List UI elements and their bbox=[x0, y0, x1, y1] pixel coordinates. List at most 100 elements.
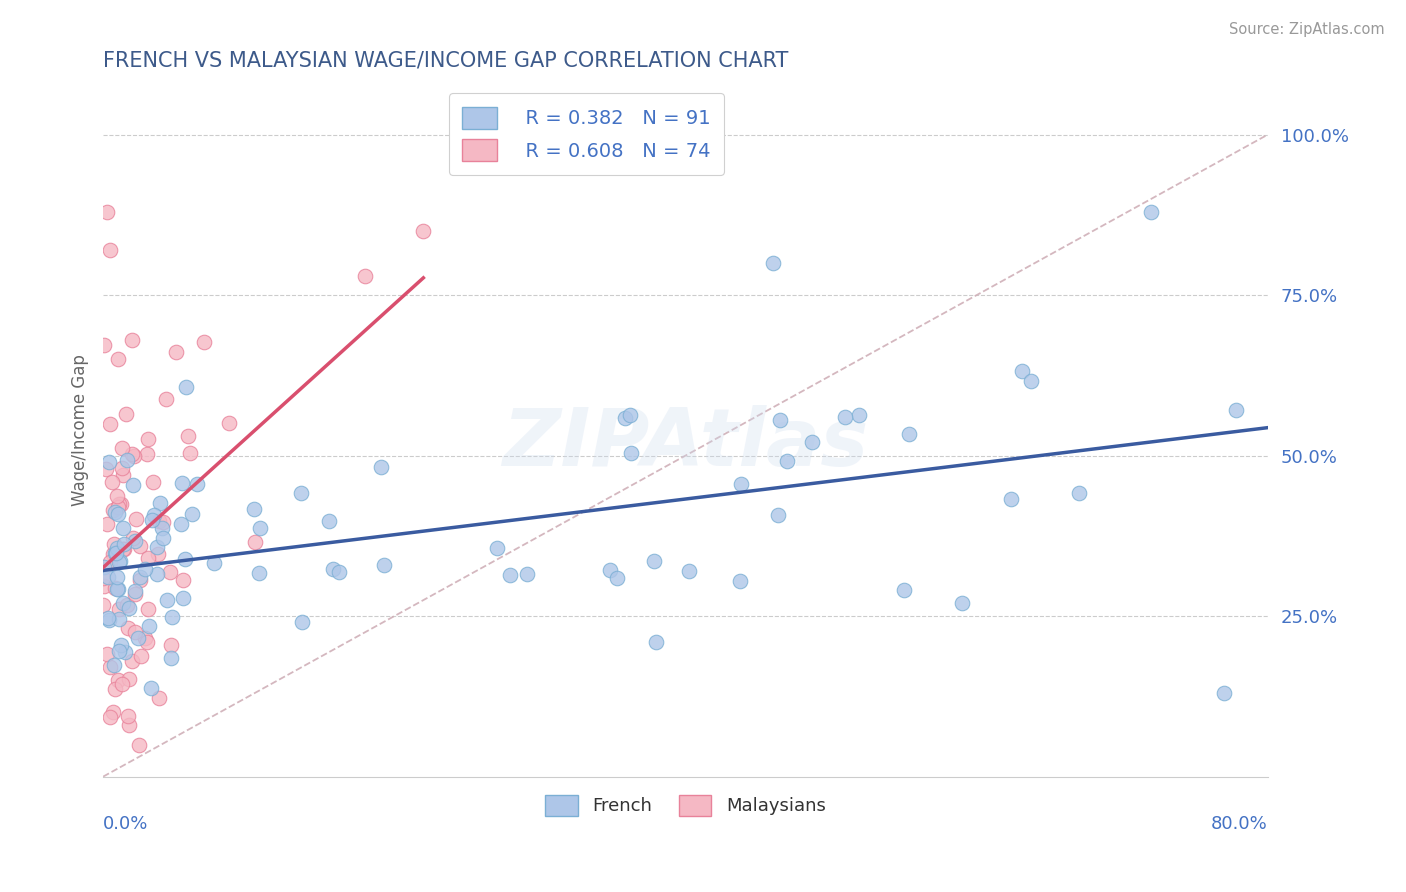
Point bbox=[645, 635, 668, 649]
Point bbox=[91, 571, 114, 585]
Point bbox=[115, 407, 138, 421]
Point bbox=[128, 539, 150, 553]
Point bbox=[110, 497, 132, 511]
Point bbox=[122, 478, 145, 492]
Point bbox=[834, 410, 856, 425]
Point bbox=[107, 500, 129, 514]
Point bbox=[156, 593, 179, 607]
Point bbox=[105, 546, 128, 560]
Point bbox=[139, 681, 162, 695]
Point bbox=[146, 547, 169, 561]
Point bbox=[165, 345, 187, 359]
Point bbox=[105, 541, 128, 555]
Point bbox=[412, 224, 434, 238]
Point bbox=[127, 631, 149, 645]
Point bbox=[176, 428, 198, 442]
Point bbox=[174, 380, 197, 394]
Point bbox=[100, 244, 122, 258]
Point bbox=[125, 512, 148, 526]
Point bbox=[107, 497, 129, 511]
Point bbox=[142, 475, 165, 490]
Point bbox=[318, 514, 340, 528]
Point bbox=[136, 447, 159, 461]
Point bbox=[105, 582, 128, 597]
Point bbox=[104, 505, 127, 519]
Point bbox=[1213, 686, 1236, 700]
Point bbox=[107, 507, 129, 521]
Point bbox=[124, 625, 146, 640]
Point bbox=[107, 644, 129, 658]
Point bbox=[118, 717, 141, 731]
Point bbox=[112, 521, 135, 535]
Point bbox=[114, 645, 136, 659]
Point bbox=[155, 392, 177, 406]
Point bbox=[107, 352, 129, 367]
Point bbox=[193, 334, 215, 349]
Point bbox=[100, 417, 122, 431]
Point bbox=[93, 560, 115, 574]
Point bbox=[121, 333, 143, 347]
Point bbox=[730, 574, 752, 589]
Point bbox=[136, 635, 159, 649]
Point bbox=[111, 441, 134, 455]
Point bbox=[848, 408, 870, 422]
Point bbox=[117, 709, 139, 723]
Point bbox=[249, 521, 271, 535]
Point bbox=[97, 611, 120, 625]
Point bbox=[134, 631, 156, 645]
Point bbox=[101, 705, 124, 719]
Point bbox=[290, 485, 312, 500]
Point bbox=[118, 672, 141, 686]
Point bbox=[124, 533, 146, 548]
Point bbox=[136, 551, 159, 566]
Point bbox=[170, 475, 193, 490]
Point bbox=[117, 452, 139, 467]
Point bbox=[128, 738, 150, 752]
Point bbox=[243, 535, 266, 549]
Legend: French, Malaysians: French, Malaysians bbox=[537, 788, 832, 823]
Point bbox=[150, 521, 173, 535]
Point bbox=[107, 673, 129, 688]
Point bbox=[108, 602, 131, 616]
Point bbox=[606, 571, 628, 585]
Point bbox=[121, 654, 143, 668]
Point bbox=[373, 558, 395, 572]
Point bbox=[181, 507, 204, 521]
Point bbox=[800, 435, 823, 450]
Point bbox=[145, 566, 167, 581]
Point bbox=[160, 609, 183, 624]
Point bbox=[242, 501, 264, 516]
Point bbox=[121, 447, 143, 461]
Point bbox=[516, 567, 538, 582]
Point bbox=[112, 542, 135, 557]
Point bbox=[370, 460, 392, 475]
Point bbox=[128, 573, 150, 587]
Point bbox=[101, 547, 124, 561]
Point bbox=[96, 647, 118, 661]
Point bbox=[100, 475, 122, 490]
Point bbox=[1140, 204, 1163, 219]
Text: 80.0%: 80.0% bbox=[1211, 814, 1268, 833]
Point bbox=[1225, 403, 1247, 417]
Point bbox=[159, 565, 181, 579]
Point bbox=[107, 582, 129, 597]
Point bbox=[98, 455, 121, 469]
Point bbox=[354, 268, 377, 283]
Point bbox=[766, 508, 789, 522]
Point bbox=[97, 613, 120, 627]
Point bbox=[111, 541, 134, 556]
Point bbox=[112, 596, 135, 610]
Point bbox=[950, 596, 973, 610]
Point bbox=[112, 467, 135, 482]
Point bbox=[328, 566, 350, 580]
Point bbox=[110, 638, 132, 652]
Point bbox=[762, 256, 785, 270]
Point bbox=[111, 461, 134, 475]
Point bbox=[159, 638, 181, 652]
Point bbox=[103, 658, 125, 673]
Point bbox=[893, 583, 915, 598]
Point bbox=[1000, 491, 1022, 506]
Point bbox=[218, 416, 240, 430]
Point bbox=[1067, 486, 1090, 500]
Point bbox=[730, 477, 752, 491]
